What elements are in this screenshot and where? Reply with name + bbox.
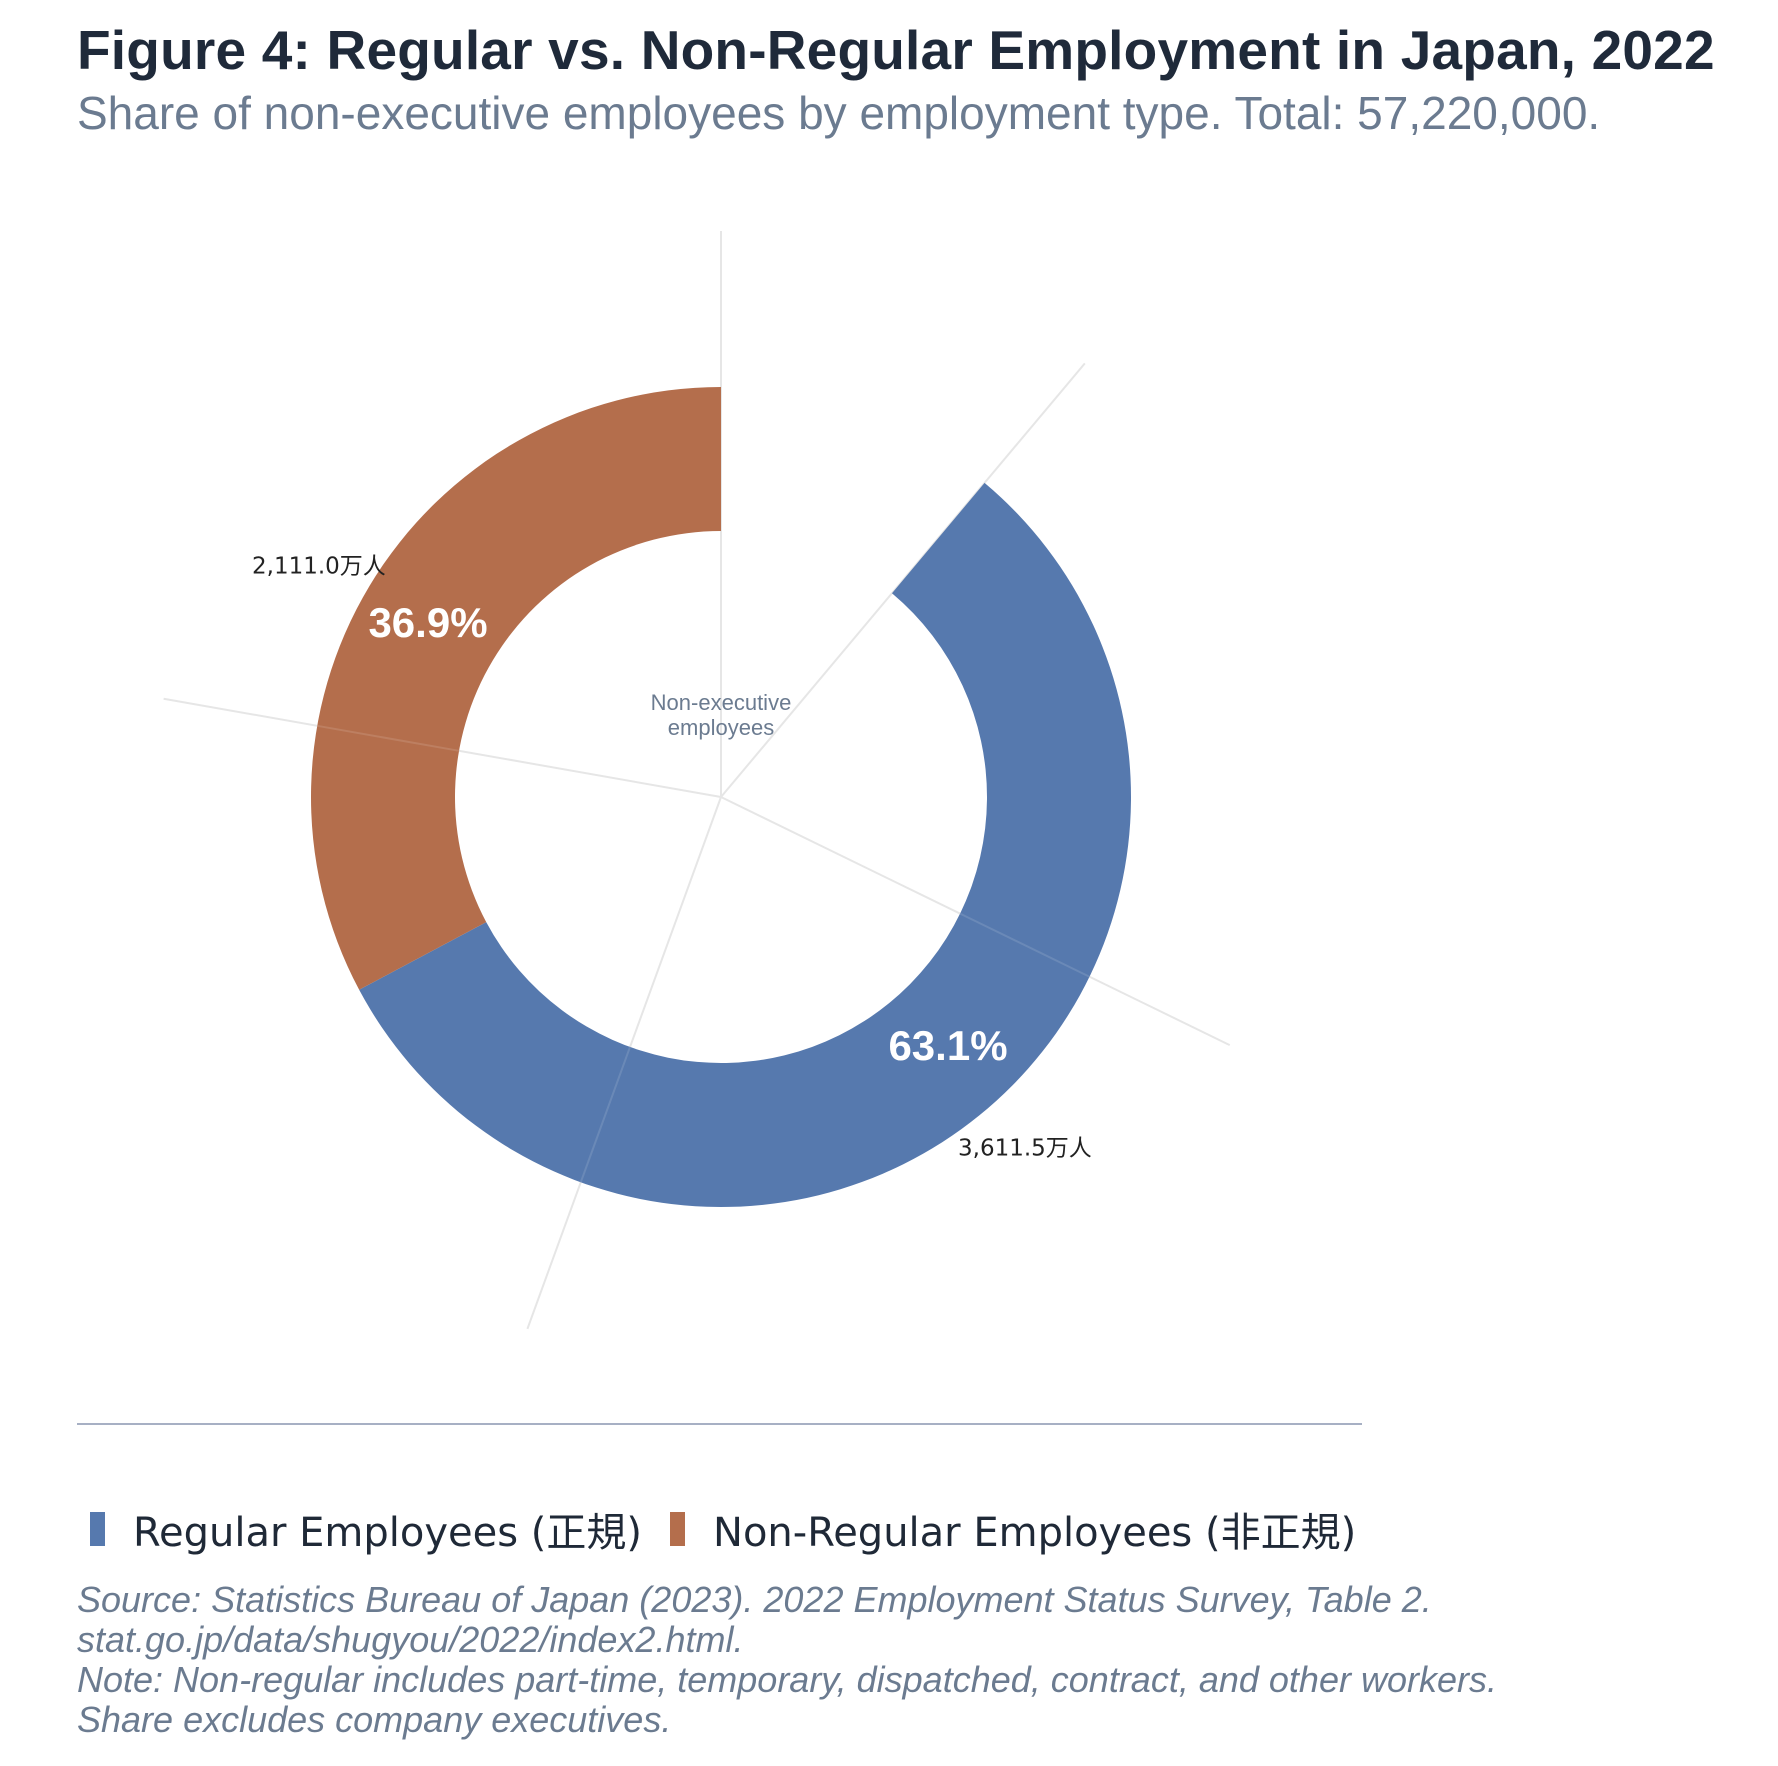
center-label-line: Non-executive [651, 690, 792, 715]
percent-label-non-regular: 36.9% [368, 599, 487, 646]
grid-overlay-1 [959, 912, 1090, 978]
grid-overlay-2 [579, 1046, 631, 1183]
donut-chart: 63.1% 3,611.5万人 36.9% 2,111.0万人 Non-executiv… [163, 231, 1231, 1330]
source-notes: Source: Statistics Bureau of Japan (2023… [77, 1580, 1497, 1740]
center-label: Non-executive employees [651, 690, 792, 740]
note-line-2: Share excludes company executives. [77, 1699, 672, 1740]
legend-label-non-regular: Non-Regular Employees (非正規) [713, 1510, 1357, 1556]
legend-item-non-regular[interactable]: Non-Regular Employees (非正規) [670, 1500, 1356, 1558]
legend-item-regular[interactable]: Regular Employees (正規) [90, 1500, 642, 1558]
slice-non-regular[interactable] [310, 387, 721, 990]
polar-grid-overlay [317, 724, 1090, 1183]
legend-swatch-regular [90, 1512, 105, 1546]
center-label-line: employees [668, 715, 774, 740]
value-label-regular: 3,611.5万人 [958, 1136, 1092, 1162]
percent-label-regular: 63.1% [888, 1022, 1007, 1069]
value-label-non-regular: 2,111.0万人 [252, 554, 386, 580]
slice-regular[interactable] [359, 482, 1131, 1207]
chart-subtitle: Share of non-executive employees by empl… [77, 87, 1601, 139]
note-line-1: Note: Non-regular includes part-time, te… [77, 1659, 1497, 1700]
source-line-2: stat.go.jp/data/shugyou/2022/index2.html… [77, 1619, 744, 1660]
legend-label-regular: Regular Employees (正規) [133, 1510, 643, 1556]
legend: Regular Employees (正規) Non-Regular Emplo… [90, 1500, 1384, 1558]
grid-overlay-3 [317, 724, 460, 752]
chart-title: Figure 4: Regular vs. Non-Regular Employ… [77, 19, 1715, 81]
grid-spoke-2 [720, 362, 1086, 798]
source-line-1: Source: Statistics Bureau of Japan (2023… [77, 1579, 1432, 1620]
divider [77, 1423, 1362, 1425]
legend-swatch-non-regular [670, 1512, 686, 1546]
